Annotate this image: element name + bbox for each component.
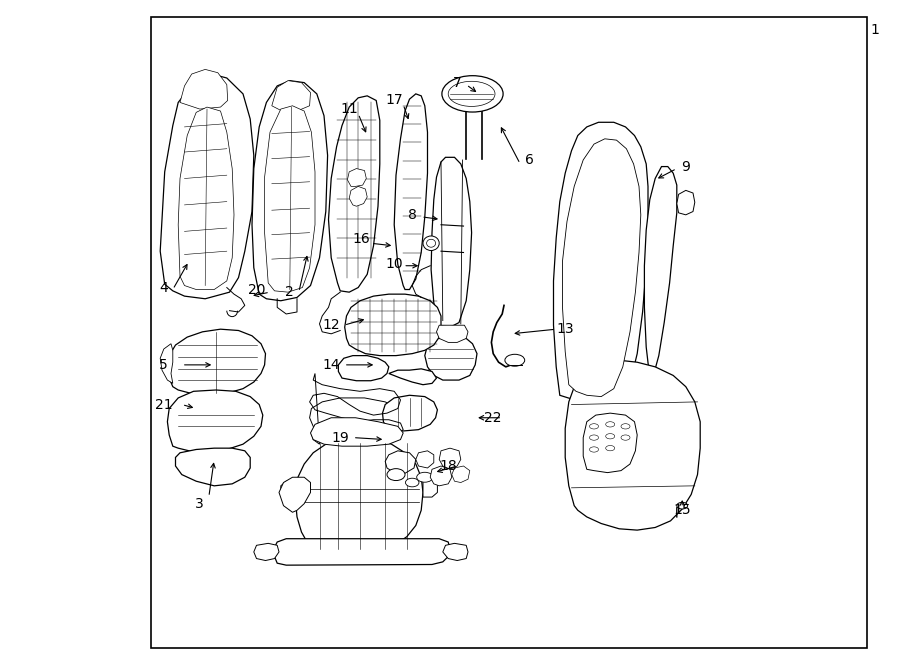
Polygon shape — [274, 539, 450, 565]
Text: 18: 18 — [439, 459, 457, 473]
Polygon shape — [644, 167, 677, 378]
Polygon shape — [252, 81, 328, 301]
Polygon shape — [382, 395, 437, 431]
Ellipse shape — [448, 81, 495, 106]
Polygon shape — [272, 81, 310, 111]
Ellipse shape — [677, 502, 688, 509]
Text: 22: 22 — [484, 410, 502, 425]
Polygon shape — [345, 294, 441, 356]
Text: 11: 11 — [340, 102, 358, 116]
Text: 2: 2 — [285, 285, 294, 299]
Ellipse shape — [387, 469, 405, 481]
Polygon shape — [394, 94, 428, 290]
Ellipse shape — [423, 236, 439, 251]
Ellipse shape — [442, 75, 503, 112]
Polygon shape — [310, 398, 400, 433]
Text: 14: 14 — [322, 358, 340, 372]
Ellipse shape — [590, 424, 598, 429]
Polygon shape — [439, 448, 461, 469]
Ellipse shape — [590, 447, 598, 452]
Polygon shape — [160, 74, 254, 299]
Polygon shape — [389, 369, 436, 385]
Bar — [151, 17, 867, 648]
Polygon shape — [160, 344, 173, 383]
Polygon shape — [295, 438, 423, 555]
Polygon shape — [436, 325, 468, 342]
Polygon shape — [425, 338, 477, 380]
Text: 3: 3 — [195, 496, 204, 511]
Text: 19: 19 — [331, 430, 349, 445]
Text: 1: 1 — [870, 22, 879, 37]
Polygon shape — [554, 122, 648, 408]
Text: 15: 15 — [673, 503, 691, 518]
Text: 9: 9 — [681, 159, 690, 174]
Ellipse shape — [621, 435, 630, 440]
Text: 20: 20 — [248, 282, 266, 297]
Text: 17: 17 — [385, 93, 403, 108]
Polygon shape — [423, 479, 437, 497]
Polygon shape — [167, 329, 266, 395]
Text: 13: 13 — [556, 322, 574, 336]
Ellipse shape — [505, 354, 525, 366]
Text: 12: 12 — [322, 318, 340, 332]
Polygon shape — [328, 96, 380, 292]
Ellipse shape — [427, 239, 436, 247]
Ellipse shape — [606, 446, 615, 451]
Text: 21: 21 — [155, 397, 173, 412]
Polygon shape — [347, 169, 366, 186]
Ellipse shape — [590, 435, 598, 440]
Polygon shape — [254, 543, 279, 561]
Polygon shape — [385, 451, 416, 473]
Polygon shape — [281, 481, 295, 499]
Polygon shape — [310, 418, 403, 446]
Ellipse shape — [606, 422, 615, 427]
Polygon shape — [180, 69, 228, 109]
Ellipse shape — [606, 434, 615, 439]
Polygon shape — [677, 190, 695, 215]
Polygon shape — [176, 448, 250, 486]
Polygon shape — [565, 360, 700, 530]
Text: 4: 4 — [159, 280, 168, 295]
Polygon shape — [583, 413, 637, 473]
Text: 5: 5 — [159, 358, 168, 372]
Ellipse shape — [621, 424, 630, 429]
Text: 8: 8 — [408, 208, 417, 222]
Polygon shape — [167, 390, 263, 453]
Ellipse shape — [417, 472, 433, 483]
Polygon shape — [431, 157, 472, 327]
Text: 16: 16 — [353, 232, 371, 247]
Polygon shape — [265, 106, 315, 292]
Polygon shape — [430, 466, 452, 486]
Polygon shape — [443, 543, 468, 561]
Polygon shape — [349, 186, 367, 206]
Polygon shape — [178, 107, 234, 290]
Polygon shape — [562, 139, 641, 397]
Polygon shape — [416, 451, 434, 468]
Polygon shape — [279, 477, 310, 512]
Text: 7: 7 — [453, 75, 462, 90]
Text: 10: 10 — [385, 257, 403, 272]
Polygon shape — [452, 466, 470, 483]
Text: 6: 6 — [525, 153, 534, 167]
Ellipse shape — [405, 479, 418, 486]
Polygon shape — [338, 356, 389, 381]
